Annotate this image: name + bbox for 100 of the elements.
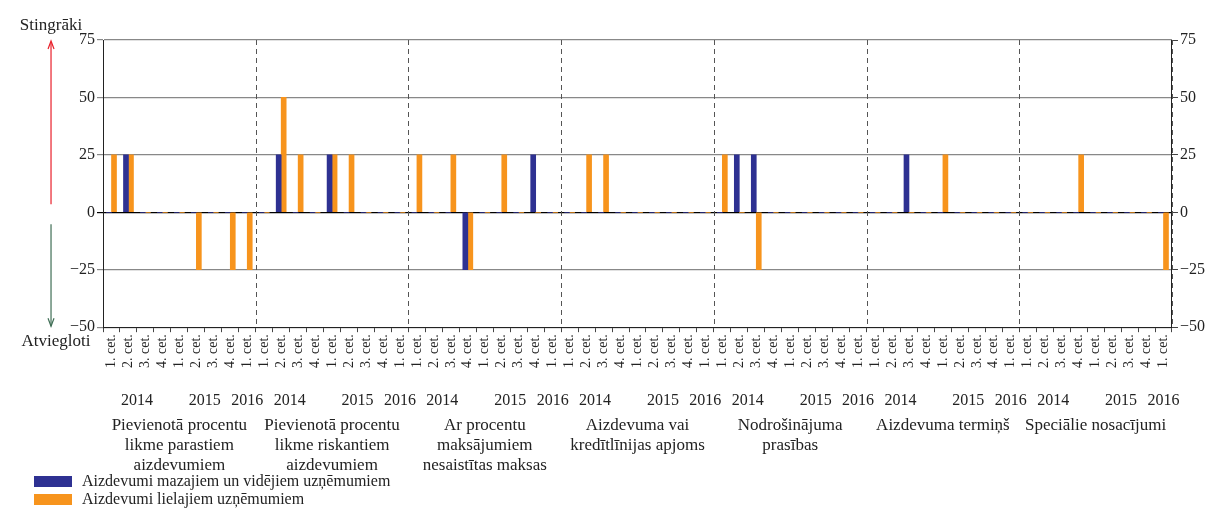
x-tick-label: 3. cet.: [442, 334, 458, 369]
x-tick-label: 4. cet.: [764, 334, 780, 369]
x-tick-label: 3. cet.: [137, 334, 153, 369]
text: 2014: [426, 391, 459, 409]
y-tick-label: −25: [1179, 259, 1206, 277]
x-tick-label: 1. cet.: [1002, 334, 1018, 369]
y2-tick-label: 50: [79, 87, 96, 105]
text: Ar procentu maksājumiem nesaistītas maksas: [422, 414, 547, 474]
x-tick-label: 3. cet.: [968, 334, 984, 369]
bar: [462, 212, 469, 271]
bar: [246, 212, 253, 271]
bar: [530, 154, 537, 213]
x-tick-label: 1. cet.: [866, 334, 882, 369]
x-tick-label: 4. cet.: [527, 334, 543, 369]
x-tick-label: 2. cet.: [578, 334, 594, 369]
x-tick-label: 3. cet.: [595, 334, 611, 369]
text: Pievienotā procentu likme riskantiem aizdevumiem: [264, 414, 401, 474]
x-tick-label: 2. cet.: [272, 334, 288, 369]
text: 2014: [884, 391, 917, 409]
text: 2016: [1147, 391, 1180, 409]
text: 2014: [579, 391, 612, 409]
bar: [586, 154, 592, 213]
x-tick-label: 4. cet.: [306, 334, 322, 369]
x-tick-label: 1. cet.: [629, 334, 645, 369]
text: Aizdevuma vai kredītlīnijas apjoms: [570, 414, 705, 454]
bar: [1163, 212, 1169, 271]
y-tick-label: 0: [1179, 202, 1188, 220]
y2-tick-label: 0: [87, 202, 96, 220]
bar: [750, 154, 757, 213]
legend-label: Aizdevumi lielajiem uzņēmumiem: [82, 490, 305, 508]
x-tick-label: 1. cet.: [1087, 334, 1103, 369]
bar: [501, 154, 508, 213]
bar: [1078, 154, 1084, 213]
x-tick-label: 1. cet.: [1155, 334, 1171, 369]
x-tick-label: 2. cet.: [1104, 334, 1120, 369]
x-tick-label: 1. cet.: [544, 334, 560, 369]
bar: [755, 212, 762, 271]
x-tick-label: 1. cet.: [255, 334, 271, 369]
x-tick-label: 4. cet.: [154, 334, 170, 369]
bar: [722, 154, 728, 213]
x-tick-label: 1. cet.: [697, 334, 713, 369]
text: Pievienotā procentu likme parastiem aizdevumiem: [111, 414, 248, 474]
x-tick-label: 4. cet.: [917, 334, 933, 369]
y-tick-label: 50: [1179, 87, 1196, 105]
x-tick-label: 1. cet.: [391, 334, 407, 369]
x-tick-label: 4. cet.: [221, 334, 237, 369]
y2-tick-label: −25: [69, 259, 96, 277]
text: 2015: [646, 391, 679, 409]
text: 2015: [188, 391, 221, 409]
x-tick-label: 4. cet.: [459, 334, 475, 369]
x-tick-label: 3. cet.: [357, 334, 373, 369]
x-tick-label: 3. cet.: [1053, 334, 1069, 369]
text: 2016: [231, 391, 264, 409]
x-tick-label: 2. cet.: [646, 334, 662, 369]
x-tick-label: 1. cet.: [561, 334, 577, 369]
x-tick-label: 2. cet.: [493, 334, 509, 369]
text: 2016: [994, 391, 1027, 409]
text: 2015: [799, 391, 832, 409]
x-tick-label: 3. cet.: [1121, 334, 1137, 369]
y2-tick-label: 25: [79, 145, 96, 163]
text: Nodrošinājuma prasības: [737, 414, 844, 454]
x-tick-label: 1. cet.: [323, 334, 339, 369]
bar: [123, 154, 129, 213]
x-tick-label: 2. cet.: [883, 334, 899, 369]
x-tick-label: 4. cet.: [374, 334, 390, 369]
x-tick-label: 3. cet.: [289, 334, 305, 369]
text: 2014: [120, 391, 153, 409]
bar: [196, 212, 202, 271]
x-tick-label: 2. cet.: [798, 334, 814, 369]
x-tick-label: 1. cet.: [781, 334, 797, 369]
x-tick-label: 1. cet.: [476, 334, 492, 369]
x-tick-label: 1. cet.: [171, 334, 187, 369]
x-tick-label: 3. cet.: [510, 334, 526, 369]
bar: [733, 154, 740, 213]
text: 2015: [1105, 391, 1138, 409]
x-tick-label: 4. cet.: [1070, 334, 1086, 369]
y-tick-label: 25: [1179, 145, 1196, 163]
bar: [603, 154, 609, 213]
bar: [111, 154, 117, 213]
x-tick-label: 2. cet.: [120, 334, 136, 369]
text: 2014: [731, 391, 764, 409]
x-tick-label: 2. cet.: [340, 334, 356, 369]
x-tick-label: 1. cet.: [408, 334, 424, 369]
legend-label: Aizdevumi mazajiem un vidējiem uzņēmumiem: [82, 472, 391, 490]
bar: [280, 97, 287, 213]
y-tick-label: −50: [1179, 317, 1206, 335]
x-tick-label: 2. cet.: [425, 334, 441, 369]
text: 2015: [952, 391, 985, 409]
text: 2016: [383, 391, 416, 409]
text: 2016: [842, 391, 875, 409]
x-tick-label: 3. cet.: [747, 334, 763, 369]
x-tick-label: 2. cet.: [951, 334, 967, 369]
text: 2014: [273, 391, 306, 409]
text: Speciālie nosacījumi: [1025, 414, 1167, 434]
x-tick-label: 1. cet.: [849, 334, 865, 369]
x-tick-label: 2. cet.: [730, 334, 746, 369]
text: 2014: [1037, 391, 1070, 409]
x-tick-label: 3. cet.: [815, 334, 831, 369]
x-tick-label: 2. cet.: [1036, 334, 1052, 369]
y-tick-label: 75: [1179, 30, 1196, 48]
